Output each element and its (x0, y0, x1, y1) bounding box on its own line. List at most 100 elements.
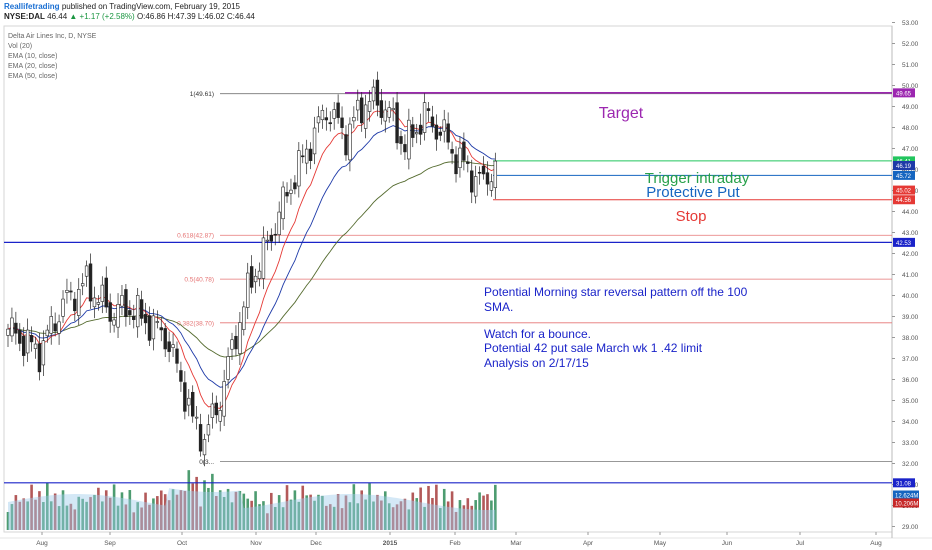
candle (281, 181, 285, 230)
volume-bar (18, 501, 22, 530)
candle-body (120, 295, 124, 307)
volume-bar (383, 491, 387, 530)
candle-body (379, 100, 384, 118)
candle (383, 100, 387, 133)
candle-body (18, 330, 22, 344)
candle-body (108, 302, 112, 322)
trigger-annotation: Trigger intraday (645, 170, 750, 187)
candle (194, 405, 199, 430)
volume-bar (450, 491, 454, 530)
candle (344, 125, 348, 161)
candle-body (462, 141, 466, 161)
candle-body (6, 328, 10, 336)
y-tick-label: 32.00 (902, 461, 919, 468)
volume-bar (85, 501, 88, 530)
candle (49, 306, 53, 345)
y-tick-label: 41.00 (902, 272, 919, 279)
candle (442, 109, 446, 143)
candle-body (434, 124, 439, 140)
level-badge-label-protective-put: 45.72 (896, 174, 912, 180)
y-tick-label: 35.00 (902, 398, 919, 405)
candle (25, 318, 30, 362)
high-value: H:47.39 (167, 12, 196, 21)
volume-bar (317, 494, 320, 530)
candle (88, 253, 93, 309)
volume-bar (352, 484, 356, 530)
candle-body (363, 104, 368, 129)
candle (202, 433, 207, 467)
candle-body (238, 322, 242, 354)
candle (116, 293, 120, 339)
volume-bar (30, 484, 33, 530)
candle (367, 90, 372, 122)
volume-bar (376, 494, 379, 530)
candle-body (285, 192, 289, 197)
volume-bar (446, 501, 450, 530)
published-text: published on TradingView.com, February 1… (61, 2, 240, 11)
volume-bar (140, 507, 143, 530)
candle-body (96, 302, 101, 305)
volume-bar (144, 492, 147, 530)
volume-bar (120, 492, 124, 530)
candle-body (395, 102, 399, 144)
candle-body (316, 116, 321, 124)
y-tick-label: 50.00 (902, 83, 919, 90)
candle (454, 146, 458, 183)
candle-body (100, 284, 105, 302)
y-tick-label: 29.00 (902, 524, 919, 531)
candle-body (116, 304, 120, 328)
candle (37, 332, 42, 381)
symbol[interactable]: NYSE:DAL (4, 12, 45, 21)
volume-bar (81, 498, 84, 530)
candle (438, 126, 442, 142)
candle-body (328, 122, 332, 125)
volume-bar (399, 501, 403, 530)
volume-bar (328, 504, 332, 530)
volume-bar (207, 487, 210, 530)
candle-body (324, 117, 329, 121)
candle (69, 281, 73, 301)
volume-bar (191, 483, 195, 530)
candle (253, 268, 258, 294)
candle (230, 332, 234, 361)
volume-bar (226, 488, 230, 530)
candle-body (57, 321, 61, 334)
volume-bar (195, 476, 198, 530)
volume-bar (171, 489, 175, 530)
candle-body (442, 119, 446, 132)
candle-body (194, 416, 199, 419)
candle (320, 104, 325, 129)
y-tick-label: 46.00 (902, 167, 919, 174)
volume-bar (46, 482, 49, 530)
publisher-link[interactable]: Reallifetrading (4, 2, 60, 11)
volume-bar (222, 496, 226, 530)
candle-body (411, 124, 415, 138)
candle (100, 276, 105, 314)
candle (171, 333, 175, 358)
candle (312, 116, 317, 165)
candle (226, 347, 230, 389)
candle-body (249, 266, 254, 288)
volume-bar (104, 490, 108, 530)
candle-body (226, 356, 230, 380)
candle-body (485, 172, 490, 185)
volume-bar (281, 507, 285, 530)
candle (434, 114, 439, 151)
volume-bar (482, 495, 485, 530)
x-tick-label: Aug (870, 540, 882, 547)
x-tick-label: Jul (796, 540, 805, 547)
candle (45, 324, 50, 343)
candle (222, 369, 226, 427)
candle-body (222, 381, 226, 417)
volume-bar (368, 483, 371, 530)
stop-annotation: Stop (676, 208, 707, 225)
volume-bar (187, 470, 191, 530)
candle-body (301, 155, 305, 158)
candle (163, 322, 167, 358)
volume-bar (348, 502, 352, 530)
y-tick-label: 48.00 (902, 125, 919, 132)
candle (481, 156, 486, 180)
level-badge-label-ema-current: 46.19 (896, 164, 912, 170)
x-tick-label: Oct (177, 540, 187, 547)
